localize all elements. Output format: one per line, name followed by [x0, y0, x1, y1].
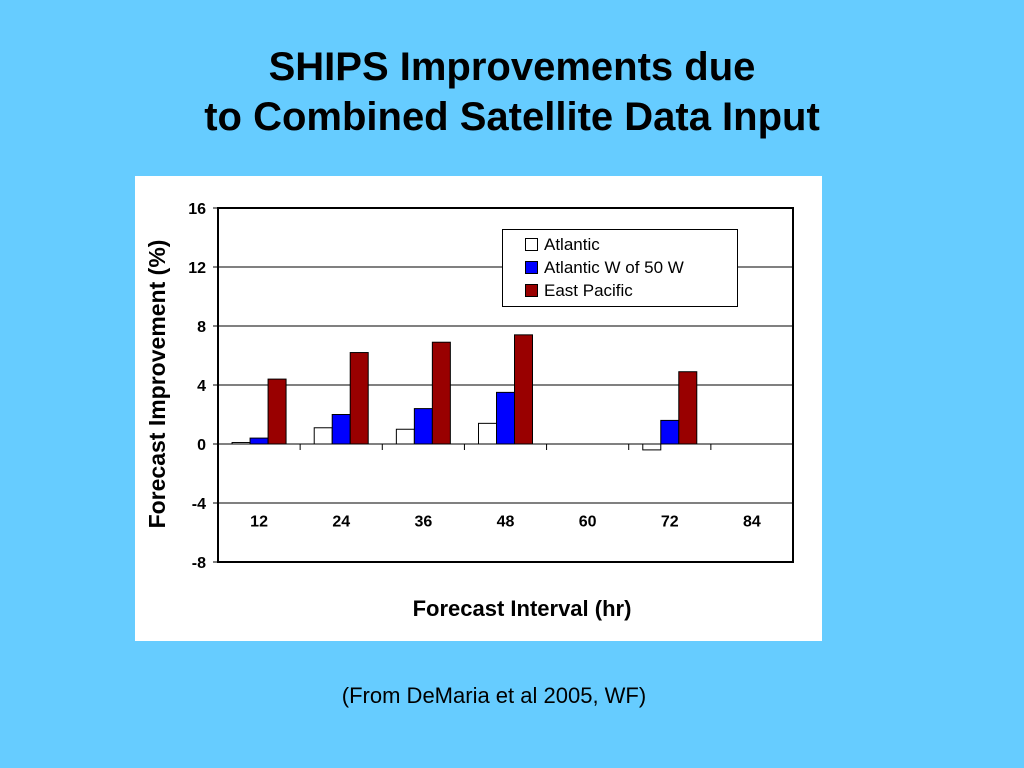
legend-item-atlantic-w50: Atlantic W of 50 W: [525, 257, 684, 279]
y-tick-label: -4: [192, 496, 206, 513]
x-tick-label: 12: [250, 514, 268, 531]
slide-title-line-1: SHIPS Improvements due: [268, 45, 756, 89]
y-axis-label: Forecast Improvement (%): [144, 240, 170, 529]
bar-atlantic-w50-72: [660, 419, 680, 445]
x-axis: [218, 443, 793, 450]
bar-east-pacific-36: [431, 341, 451, 445]
legend-swatch-east-pacific: [525, 283, 538, 297]
bar-atlantic-w50-12: [249, 437, 269, 445]
bar-east-pacific-72: [678, 371, 698, 445]
y-tick-label: -8: [192, 555, 206, 572]
bars: [231, 334, 698, 451]
y-tick-label: 16: [188, 201, 206, 218]
bar-atlantic-w50-24: [331, 414, 351, 445]
chart-panel: 16 12 8 4 0 -4 -8 12 24 36 48 60 72 84 Forecast Impr…: [135, 176, 822, 641]
y-tick-label: 0: [197, 437, 206, 454]
y-tick-label: 12: [188, 260, 206, 277]
legend-label-east-pacific: East Pacific: [544, 281, 633, 300]
bar-atlantic-w50-48: [496, 391, 515, 445]
legend-swatch-atlantic: [525, 237, 538, 251]
y-axis-ticks: 16 12 8 4 0 -4 -8: [188, 201, 218, 572]
bar-atlantic-48: [478, 422, 497, 445]
source-citation: (From DeMaria et al 2005, WF): [341, 683, 647, 708]
legend-label-atlantic-w50: Atlantic W of 50 W: [544, 258, 684, 277]
legend-swatch-atlantic-w50: [525, 260, 538, 274]
x-axis-ticks: 12 24 36 48 60 72 84: [250, 514, 761, 531]
y-tick-label: 8: [197, 319, 206, 336]
legend-item-atlantic: Atlantic: [525, 234, 600, 256]
legend-label-atlantic: Atlantic: [544, 235, 600, 254]
y-tick-label: 4: [197, 378, 206, 395]
bar-east-pacific-48: [514, 334, 533, 445]
x-tick-label: 48: [497, 514, 515, 531]
bar-atlantic-36: [395, 428, 415, 445]
slide-title: SHIPS Improvements due to Combined Satel…: [0, 42, 1024, 142]
bar-atlantic-w50-36: [413, 408, 433, 445]
x-tick-label: 84: [743, 514, 761, 531]
x-tick-label: 72: [661, 514, 679, 531]
bar-east-pacific-24: [349, 352, 369, 445]
bar-east-pacific-12: [267, 378, 287, 445]
legend-item-east-pacific: East Pacific: [525, 280, 633, 302]
slide-title-line-2: to Combined Satellite Data Input: [204, 95, 820, 139]
x-tick-label: 36: [414, 514, 432, 531]
bar-atlantic-24: [313, 427, 333, 445]
x-tick-label: 24: [332, 514, 350, 531]
bar-atlantic-72: [642, 443, 662, 451]
x-axis-label: Forecast Interval (hr): [413, 596, 632, 621]
x-tick-label: 60: [579, 514, 597, 531]
chart-legend: Atlantic Atlantic W of 50 W East Pacific: [502, 229, 738, 307]
